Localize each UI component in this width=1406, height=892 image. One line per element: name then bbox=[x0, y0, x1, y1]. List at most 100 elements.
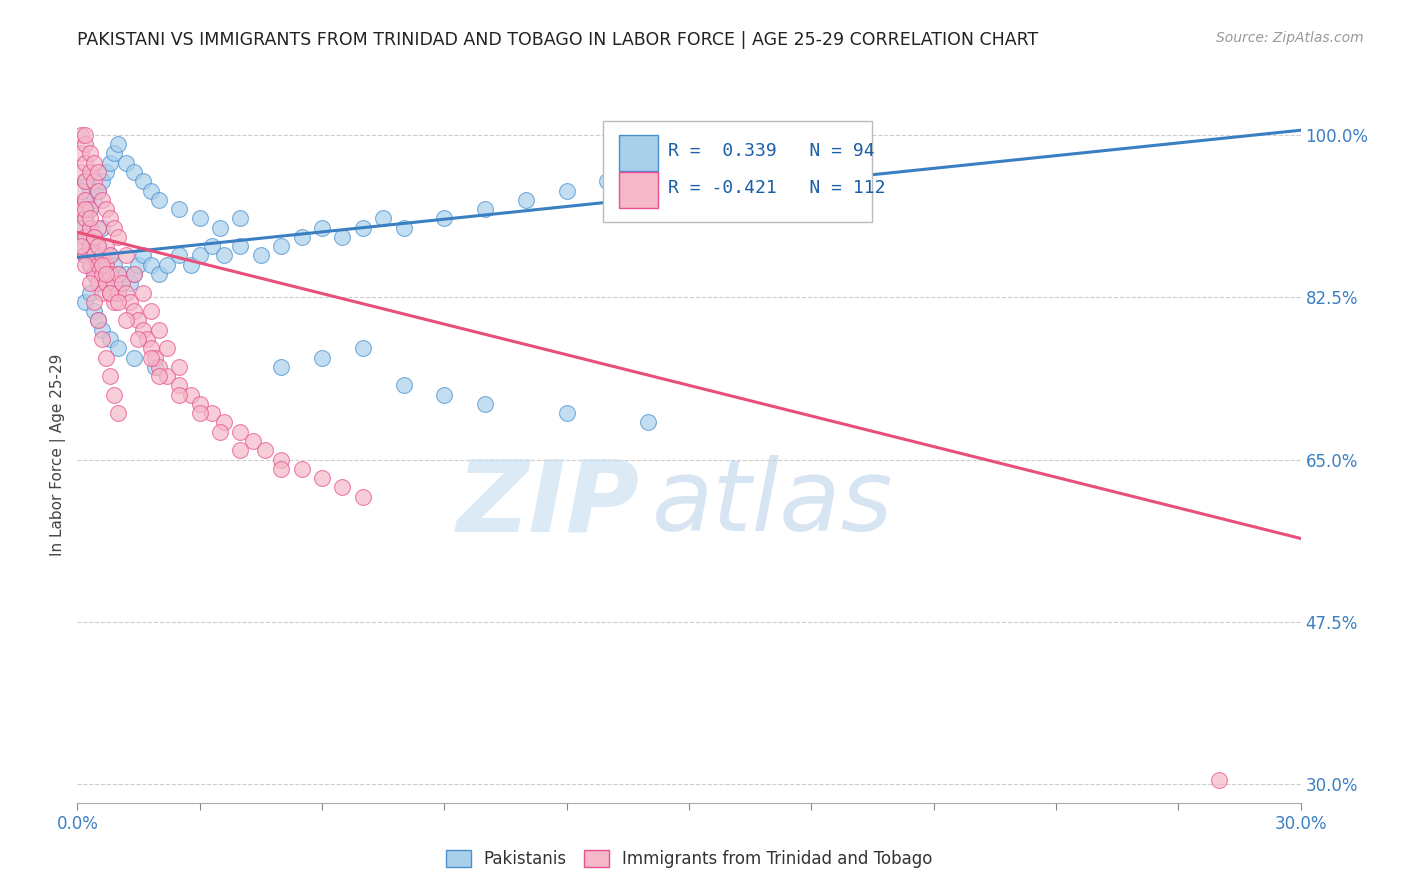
Point bbox=[83, 248, 105, 262]
Legend: Pakistanis, Immigrants from Trinidad and Tobago: Pakistanis, Immigrants from Trinidad and… bbox=[439, 843, 939, 874]
Point bbox=[83, 267, 105, 281]
Point bbox=[103, 277, 125, 291]
Point bbox=[131, 174, 153, 188]
Point bbox=[79, 184, 101, 198]
Point bbox=[596, 174, 619, 188]
Point bbox=[290, 462, 312, 476]
Point bbox=[83, 174, 105, 188]
Point bbox=[148, 267, 170, 281]
Point bbox=[148, 369, 170, 384]
Point bbox=[124, 351, 146, 365]
Text: atlas: atlas bbox=[652, 455, 894, 552]
Point bbox=[75, 174, 97, 188]
Point bbox=[79, 165, 101, 179]
Point bbox=[90, 220, 112, 235]
Point bbox=[229, 425, 252, 439]
Point bbox=[79, 258, 101, 272]
Point bbox=[253, 443, 276, 458]
Point bbox=[103, 387, 125, 401]
Point bbox=[169, 387, 191, 401]
Point bbox=[87, 258, 110, 272]
Point bbox=[555, 184, 578, 198]
Point bbox=[90, 332, 112, 346]
Point bbox=[75, 155, 97, 169]
Point bbox=[90, 174, 112, 188]
Point bbox=[124, 267, 146, 281]
Point bbox=[70, 239, 93, 253]
Point bbox=[208, 220, 231, 235]
Point bbox=[156, 258, 179, 272]
Point bbox=[555, 406, 578, 420]
Point bbox=[98, 267, 121, 281]
Point bbox=[90, 248, 112, 262]
Point bbox=[270, 452, 292, 467]
Point bbox=[70, 184, 93, 198]
Point bbox=[474, 397, 496, 411]
Point bbox=[87, 220, 110, 235]
Point bbox=[270, 359, 292, 374]
Point bbox=[201, 406, 224, 420]
Point bbox=[98, 211, 121, 226]
Point bbox=[94, 351, 117, 365]
Point bbox=[87, 277, 110, 291]
Point bbox=[79, 220, 101, 235]
Point bbox=[392, 378, 415, 392]
Point bbox=[98, 248, 121, 262]
Point bbox=[352, 220, 374, 235]
Point bbox=[131, 323, 153, 337]
Point bbox=[79, 202, 101, 216]
Point bbox=[311, 220, 333, 235]
Point bbox=[311, 471, 333, 485]
Point bbox=[637, 416, 659, 430]
Point bbox=[107, 285, 129, 300]
Point bbox=[127, 332, 149, 346]
Point bbox=[79, 220, 101, 235]
Point bbox=[94, 165, 117, 179]
Point bbox=[75, 248, 97, 262]
Point bbox=[70, 239, 93, 253]
Point bbox=[148, 193, 170, 207]
Point bbox=[75, 202, 97, 216]
Point bbox=[94, 258, 117, 272]
Point bbox=[70, 220, 93, 235]
Point bbox=[131, 285, 153, 300]
Point bbox=[87, 313, 110, 327]
Point bbox=[98, 285, 121, 300]
Point bbox=[98, 332, 121, 346]
Point bbox=[139, 341, 162, 355]
Point bbox=[75, 137, 97, 152]
Point bbox=[83, 193, 105, 207]
Point bbox=[127, 258, 149, 272]
Point bbox=[79, 277, 101, 291]
Point bbox=[115, 155, 138, 169]
Point bbox=[124, 267, 146, 281]
Point bbox=[87, 184, 110, 198]
Point bbox=[124, 165, 146, 179]
Point bbox=[103, 220, 125, 235]
Point bbox=[515, 193, 537, 207]
Point bbox=[87, 313, 110, 327]
Point bbox=[103, 146, 125, 161]
Point bbox=[75, 211, 97, 226]
Point bbox=[139, 184, 162, 198]
Point bbox=[169, 248, 191, 262]
Point bbox=[83, 248, 105, 262]
Point bbox=[90, 267, 112, 281]
FancyBboxPatch shape bbox=[619, 172, 658, 208]
Point bbox=[75, 174, 97, 188]
Point bbox=[103, 277, 125, 291]
Point bbox=[75, 211, 97, 226]
Point bbox=[1208, 772, 1230, 787]
Point bbox=[188, 397, 211, 411]
Point bbox=[83, 230, 105, 244]
Point bbox=[188, 211, 211, 226]
Point bbox=[139, 351, 162, 365]
Point bbox=[332, 230, 354, 244]
Point bbox=[201, 239, 224, 253]
Point bbox=[124, 304, 146, 318]
Point bbox=[270, 239, 292, 253]
Point bbox=[75, 230, 97, 244]
Point bbox=[83, 304, 105, 318]
Point bbox=[87, 184, 110, 198]
Point bbox=[79, 202, 101, 216]
